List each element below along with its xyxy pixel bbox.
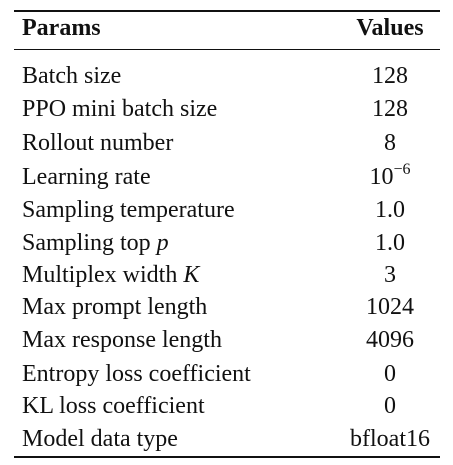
value-cell: 128	[340, 95, 440, 123]
cell-text: Max response length	[22, 327, 222, 353]
cell-text: KL loss coefficient	[22, 393, 205, 419]
cell-text: 10	[369, 164, 394, 190]
param-cell: Learning rate	[22, 163, 151, 191]
param-cell: Max prompt length	[22, 293, 207, 321]
exponent: −6	[393, 161, 411, 178]
header-cell: Params	[22, 15, 101, 41]
cell-text: Entropy loss coefficient	[22, 361, 251, 387]
cell-text: PPO mini batch size	[22, 96, 218, 122]
value-cell: 10−6	[340, 161, 440, 191]
cell-text: 0	[384, 393, 396, 419]
cell-text: 1024	[366, 294, 414, 320]
param-cell: Model data type	[22, 425, 178, 453]
param-cell: KL loss coefficient	[22, 392, 205, 420]
cell-text: 0	[384, 361, 396, 387]
cell-text: 1.0	[375, 230, 405, 256]
cell-text: Multiplex width	[22, 262, 184, 288]
cell-text: bfloat16	[350, 426, 430, 452]
cell-text: Max prompt length	[22, 294, 208, 320]
cell-text: 8	[384, 130, 396, 156]
param-cell: Multiplex width K	[22, 261, 199, 289]
value-cell: 8	[340, 129, 440, 157]
value-cell: 1.0	[340, 229, 440, 257]
cell-text: 128	[372, 63, 408, 89]
value-cell: 0	[340, 360, 440, 388]
param-cell: PPO mini batch size	[22, 95, 217, 123]
value-cell: 4096	[340, 326, 440, 354]
bottom-rule	[14, 456, 440, 458]
param-cell: Max response length	[22, 326, 222, 354]
param-cell: Rollout number	[22, 129, 173, 157]
math-symbol: K	[183, 262, 200, 288]
math-symbol: p	[156, 230, 169, 256]
value-cell: 128	[340, 62, 440, 90]
cell-text: Learning rate	[22, 164, 151, 190]
param-cell: Sampling temperature	[22, 196, 235, 224]
cell-text: 128	[372, 96, 408, 122]
cell-text: Sampling temperature	[22, 197, 235, 223]
cell-text: 1.0	[375, 197, 405, 223]
cell-text: Batch size	[22, 63, 122, 89]
value-cell: 3	[340, 261, 440, 289]
value-cell: 1024	[340, 293, 440, 321]
value-cell: bfloat16	[340, 425, 440, 453]
cell-text: Rollout number	[22, 130, 174, 156]
value-cell: 0	[340, 392, 440, 420]
cell-text: 4096	[366, 327, 414, 353]
param-cell: Batch size	[22, 62, 121, 90]
cell-text: Model data type	[22, 426, 178, 452]
cell-text: Sampling top	[22, 230, 157, 256]
cell-text: 3	[384, 262, 396, 288]
param-cell: Sampling top p	[22, 229, 169, 257]
header-rule	[14, 49, 440, 50]
param-cell: Entropy loss coefficient	[22, 360, 251, 388]
header-cell: Values	[356, 15, 424, 41]
value-cell: 1.0	[340, 196, 440, 224]
top-rule	[14, 10, 440, 12]
